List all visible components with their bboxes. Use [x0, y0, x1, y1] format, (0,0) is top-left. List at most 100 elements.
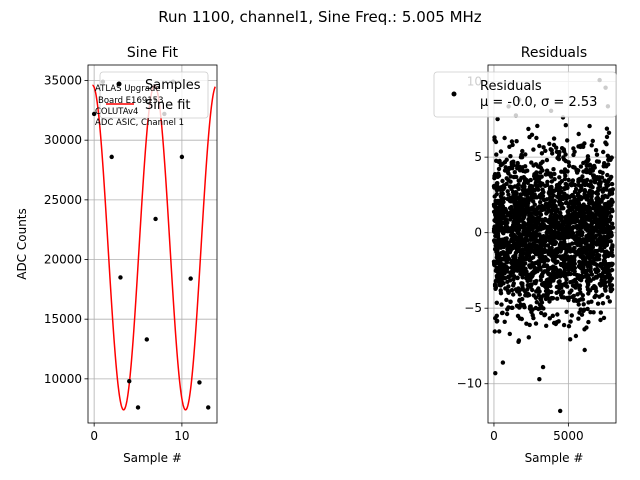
residual-point	[492, 224, 497, 229]
residual-point	[566, 255, 571, 260]
residual-point	[504, 251, 510, 257]
residual-point	[514, 202, 520, 207]
residual-point	[595, 301, 601, 306]
residual-point	[608, 157, 613, 162]
residual-point	[595, 266, 600, 272]
residual-point	[527, 218, 532, 223]
residual-point	[598, 223, 604, 228]
residual-point	[587, 217, 593, 222]
residual-point	[500, 204, 505, 209]
residual-point	[604, 126, 610, 131]
residual-point	[545, 249, 550, 254]
residual-point	[498, 288, 503, 293]
residual-point	[551, 320, 557, 326]
residual-point	[509, 139, 515, 144]
residual-point	[501, 263, 506, 268]
residual-point	[600, 280, 605, 285]
residual-point	[558, 261, 564, 267]
residual-point	[525, 287, 530, 292]
residual-point	[543, 296, 549, 302]
legend-sine-fit-label: Sine fit	[145, 98, 191, 113]
residual-outlier-point	[540, 364, 546, 370]
legend-samples-label: Samples	[145, 78, 201, 93]
board-annotation: ATLAS Upgrade Board E169153 COLUTAv4 ADC…	[95, 84, 184, 128]
residual-point	[547, 141, 552, 146]
residual-point	[520, 287, 525, 292]
legend-residuals-marker	[451, 91, 457, 97]
residual-point	[518, 302, 523, 307]
residual-point	[562, 268, 567, 273]
residual-point	[569, 313, 574, 318]
residual-point	[573, 297, 578, 303]
residual-point	[598, 310, 603, 315]
residual-point	[493, 198, 498, 204]
residual-point	[563, 152, 568, 157]
residual-point	[502, 319, 507, 324]
residual-point	[580, 269, 585, 274]
residual-point	[532, 195, 537, 200]
residual-point	[585, 284, 590, 290]
figure-suptitle: Run 1100, channel1, Sine Freq.: 5.005 MH…	[158, 8, 482, 26]
residual-point	[586, 157, 591, 162]
residual-point	[529, 160, 534, 165]
residual-point	[539, 174, 544, 179]
residual-point	[550, 199, 555, 204]
residual-point	[543, 292, 548, 298]
residual-point	[510, 228, 515, 234]
residual-point	[593, 148, 599, 153]
residual-point	[546, 206, 551, 212]
residual-point	[609, 267, 615, 273]
residual-point	[547, 171, 552, 176]
residual-point	[606, 130, 612, 135]
residual-point	[562, 186, 567, 192]
residual-point	[610, 225, 616, 230]
residual-point	[604, 274, 610, 279]
residual-point	[512, 170, 517, 175]
residuals-title: Residuals	[521, 45, 587, 61]
residual-point	[539, 151, 545, 156]
residual-point	[607, 251, 612, 257]
residual-point	[578, 143, 583, 149]
residual-point	[496, 173, 502, 178]
residual-point	[588, 264, 593, 269]
residual-point	[573, 234, 578, 239]
sine-fit-ylabel: ADC Counts	[15, 208, 29, 280]
residual-point	[507, 144, 512, 149]
residual-point	[566, 160, 571, 165]
residual-point	[601, 315, 607, 321]
sine-fit-axes-frame	[87, 64, 218, 424]
residual-point	[580, 208, 585, 213]
residual-point	[526, 335, 531, 340]
residual-point	[498, 224, 504, 229]
residual-point	[528, 213, 534, 219]
residual-point	[595, 191, 600, 197]
residual-point	[554, 290, 559, 295]
residual-point	[495, 251, 500, 256]
residual-point	[515, 227, 521, 232]
annotation-line-3: COLUTAv4	[95, 107, 138, 117]
residual-point	[561, 155, 566, 160]
residual-point	[504, 297, 509, 303]
residual-point	[600, 301, 606, 306]
residual-point	[499, 302, 504, 307]
residual-point	[552, 266, 557, 272]
residual-points-layer	[491, 77, 616, 414]
residual-point	[528, 304, 533, 309]
residual-point	[577, 259, 582, 265]
residual-point	[538, 265, 543, 270]
residuals-legend-box	[433, 71, 617, 118]
residual-point	[546, 190, 551, 195]
residual-point	[578, 188, 584, 193]
residual-point	[523, 152, 528, 157]
residual-point	[598, 180, 603, 185]
residual-point	[516, 339, 521, 344]
residual-point	[524, 204, 529, 210]
residual-point	[559, 217, 564, 223]
residual-point	[506, 274, 511, 279]
residual-point	[536, 174, 541, 179]
sample-point	[109, 154, 114, 160]
annotation-line-4: ADC ASIC, Channel 1	[95, 118, 184, 128]
residual-point	[590, 138, 595, 144]
residual-point	[589, 143, 594, 148]
residual-point	[598, 237, 604, 242]
